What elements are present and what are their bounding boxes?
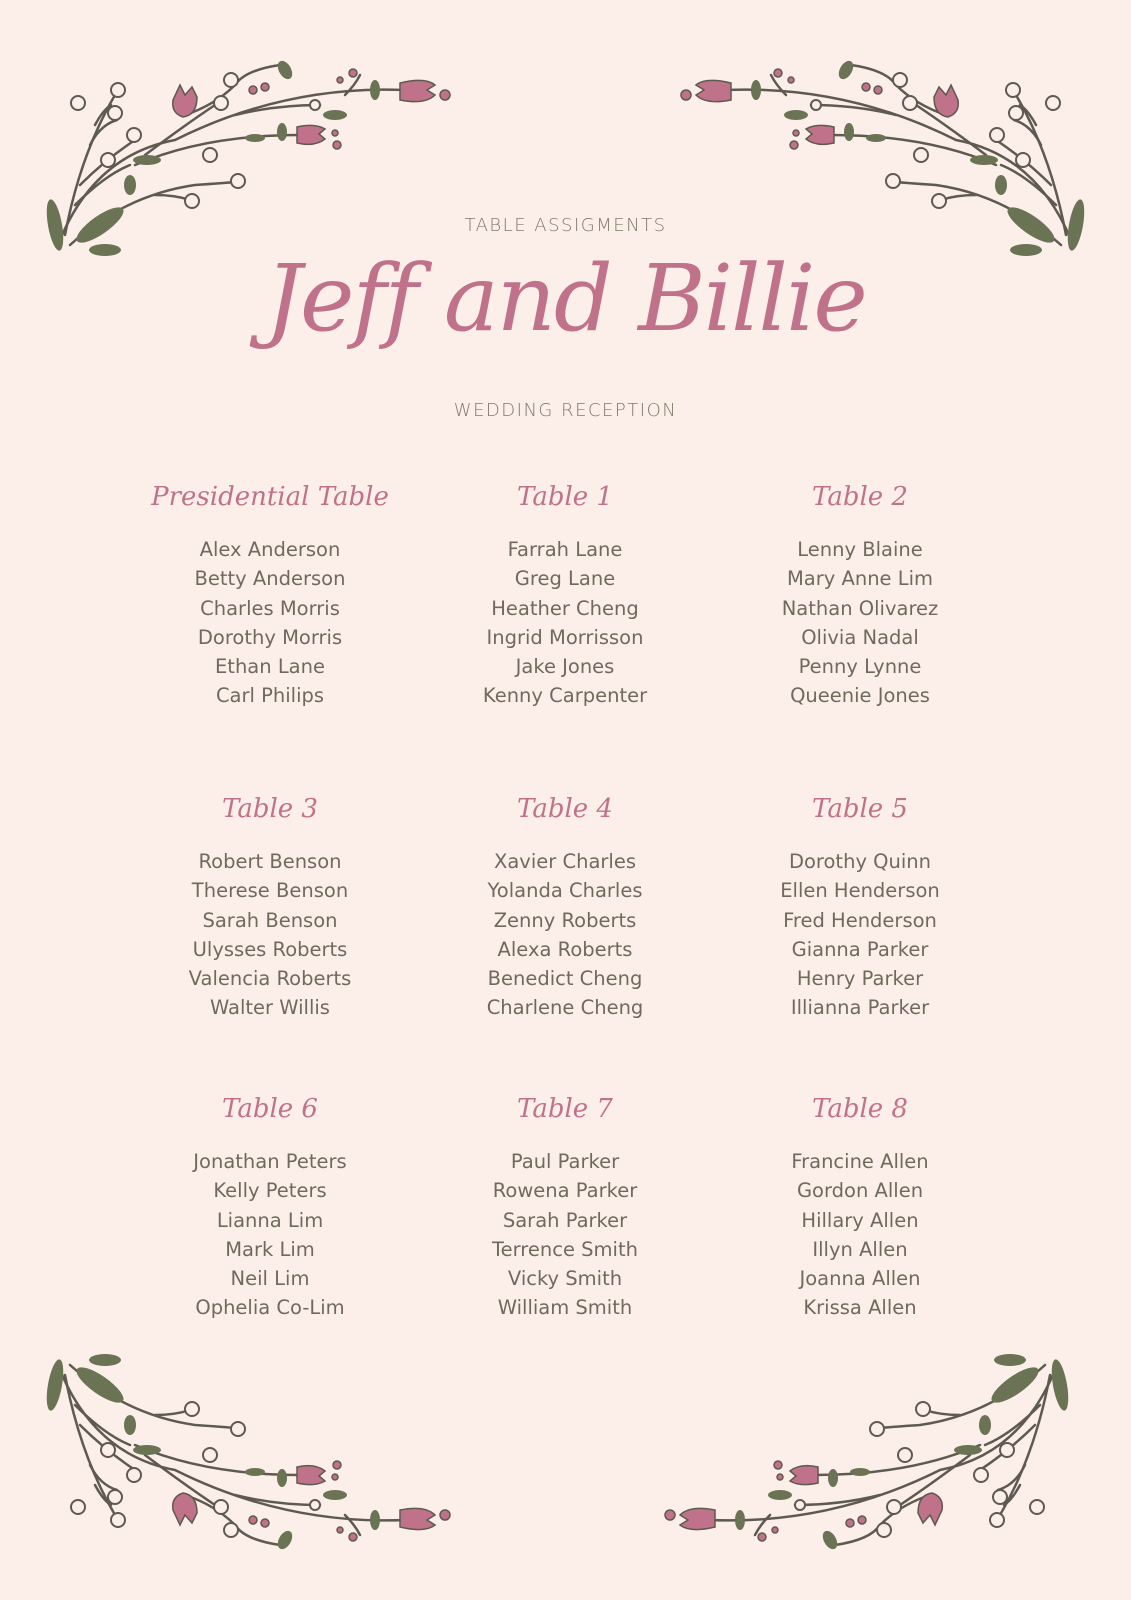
table-name: Presidential Table [151,482,389,512]
guest-name: Charlene Cheng [486,996,644,1020]
guest-name: Valencia Roberts [188,967,352,991]
guest-name: Illianna Parker [790,996,930,1020]
table-name: Table 8 [812,1094,908,1124]
guest-name: Greg Lane [514,567,616,591]
guest-name: Jonathan Peters [193,1150,347,1173]
guest-name: Neil Lim [230,1267,310,1291]
guest-name: Lenny Blaine [797,538,923,561]
guest-list: Lenny Blaine Mary Anne Lim Nathan Olivarez… [710,535,1010,711]
guest-name: Betty Anderson [194,567,346,591]
guest-name: Mark Lim [225,1237,315,1261]
guest-name: Krissa Allen [803,1296,917,1320]
guest-name: Benedict Cheng [487,967,643,991]
guest-name: Robert Benson [198,850,342,873]
subtitle-wedding-reception: WEDDING RECEPTION [453,400,678,421]
guest-name: Illyn Allen [812,1237,908,1261]
table-card: Presidential Table Alex Anderson Betty And… [120,477,420,711]
table-card: Table 5 Dorothy Quinn Ellen Henderson Fred … [710,789,1010,1023]
guest-name: Gianna Parker [791,937,929,961]
guest-name: Ellen Henderson [780,879,940,903]
guest-name: Alex Anderson [199,538,341,561]
guest-name: Dorothy Quinn [788,850,932,873]
guest-name: Walter Willis [210,996,330,1020]
table-name: Table 3 [222,794,318,824]
guest-list: Farrah Lane Greg Lane Heather Cheng Ingrid … [415,535,715,711]
guest-name: Penny Lynne [798,655,922,679]
guest-name: Ethan Lane [214,655,325,679]
guest-name: Carl Philips [215,684,325,708]
guest-list: Xavier Charles Yolanda Charles Zenny Rober… [415,847,715,1023]
table-card: Table 2 Lenny Blaine Mary Anne Lim Nathan O… [710,477,1010,711]
table-name: Table 7 [517,1094,613,1124]
guest-name: Sarah Benson [202,908,338,932]
guest-name: Lianna Lim [216,1208,324,1232]
guest-name: Sarah Parker [502,1208,628,1232]
guest-name: Kenny Carpenter [482,684,648,708]
guest-name: Yolanda Charles [487,879,643,903]
guest-name: Alexa Roberts [497,937,633,961]
table-name: Table 4 [517,794,613,824]
guest-name: Paul Parker [510,1150,620,1173]
table-card: Table 4 Xavier Charles Yolanda Charles Zenn… [415,789,715,1023]
guest-name: Nathan Olivarez [781,596,939,620]
guest-name: Henry Parker [796,967,924,991]
guest-name: Kelly Peters [213,1179,327,1203]
guest-list: Jonathan Peters Kelly Peters Lianna Lim Mar… [120,1147,420,1323]
table-card: Table 8 Francine Allen Gordon Allen Hillary… [710,1089,1010,1323]
guest-list: Dorothy Quinn Ellen Henderson Fred Henders… [710,847,1010,1023]
table-name: Table 5 [812,794,908,824]
table-card: Table 7 Paul Parker Rowena Parker Sarah Par… [415,1089,715,1323]
guest-name: Hillary Allen [801,1208,919,1232]
guest-name: Mary Anne Lim [786,567,934,591]
guest-name: Olivia Nadal [801,625,919,649]
floral-corner-bottom-right [663,1352,1073,1553]
guest-name: Therese Benson [191,879,349,903]
guest-list: Francine Allen Gordon Allen Hillary Allen I… [710,1147,1010,1323]
guest-name: William Smith [497,1296,633,1320]
couple-title: Jeff and Billie [265,245,868,352]
table-name: Table 2 [812,482,908,512]
table-card: Table 6 Jonathan Peters Kelly Peters Lianna… [120,1089,420,1323]
guest-name: Fred Henderson [783,908,937,932]
guest-name: Francine Allen [791,1150,929,1173]
guest-name: Ingrid Morrisson [486,625,644,649]
guest-name: Vicky Smith [507,1267,623,1291]
guest-name: Jake Jones [515,655,615,679]
guest-list: Paul Parker Rowena Parker Sarah Parker Terr… [415,1147,715,1323]
guest-name: Heather Cheng [491,596,639,620]
table-card: Table 1 Farrah Lane Greg Lane Heather Cheng… [415,477,715,711]
guest-name: Joanna Allen [799,1267,921,1291]
guest-list: Alex Anderson Betty Anderson Charles Morri… [120,535,420,711]
guest-name: Queenie Jones [790,684,930,708]
guest-name: Xavier Charles [494,850,636,873]
table-name: Table 6 [222,1094,318,1124]
guest-name: Gordon Allen [796,1179,924,1203]
guest-name: Terrence Smith [492,1237,638,1261]
guest-name: Rowena Parker [492,1179,638,1203]
guest-name: Ophelia Co-Lim [195,1296,345,1320]
table-name: Table 1 [517,482,613,512]
table-card: Table 3 Robert Benson Therese Benson Sarah … [120,789,420,1023]
guest-list: Robert Benson Therese Benson Sarah Benson U… [120,847,420,1023]
guest-name: Zenny Roberts [493,908,637,932]
guest-name: Charles Morris [200,596,340,620]
guest-name: Ulysses Roberts [192,937,348,961]
floral-corner-bottom-left [42,1352,452,1553]
subtitle-table-assignments: TABLE ASSIGMENTS [464,215,667,236]
guest-name: Farrah Lane [507,538,623,561]
guest-name: Dorothy Morris [197,625,343,649]
